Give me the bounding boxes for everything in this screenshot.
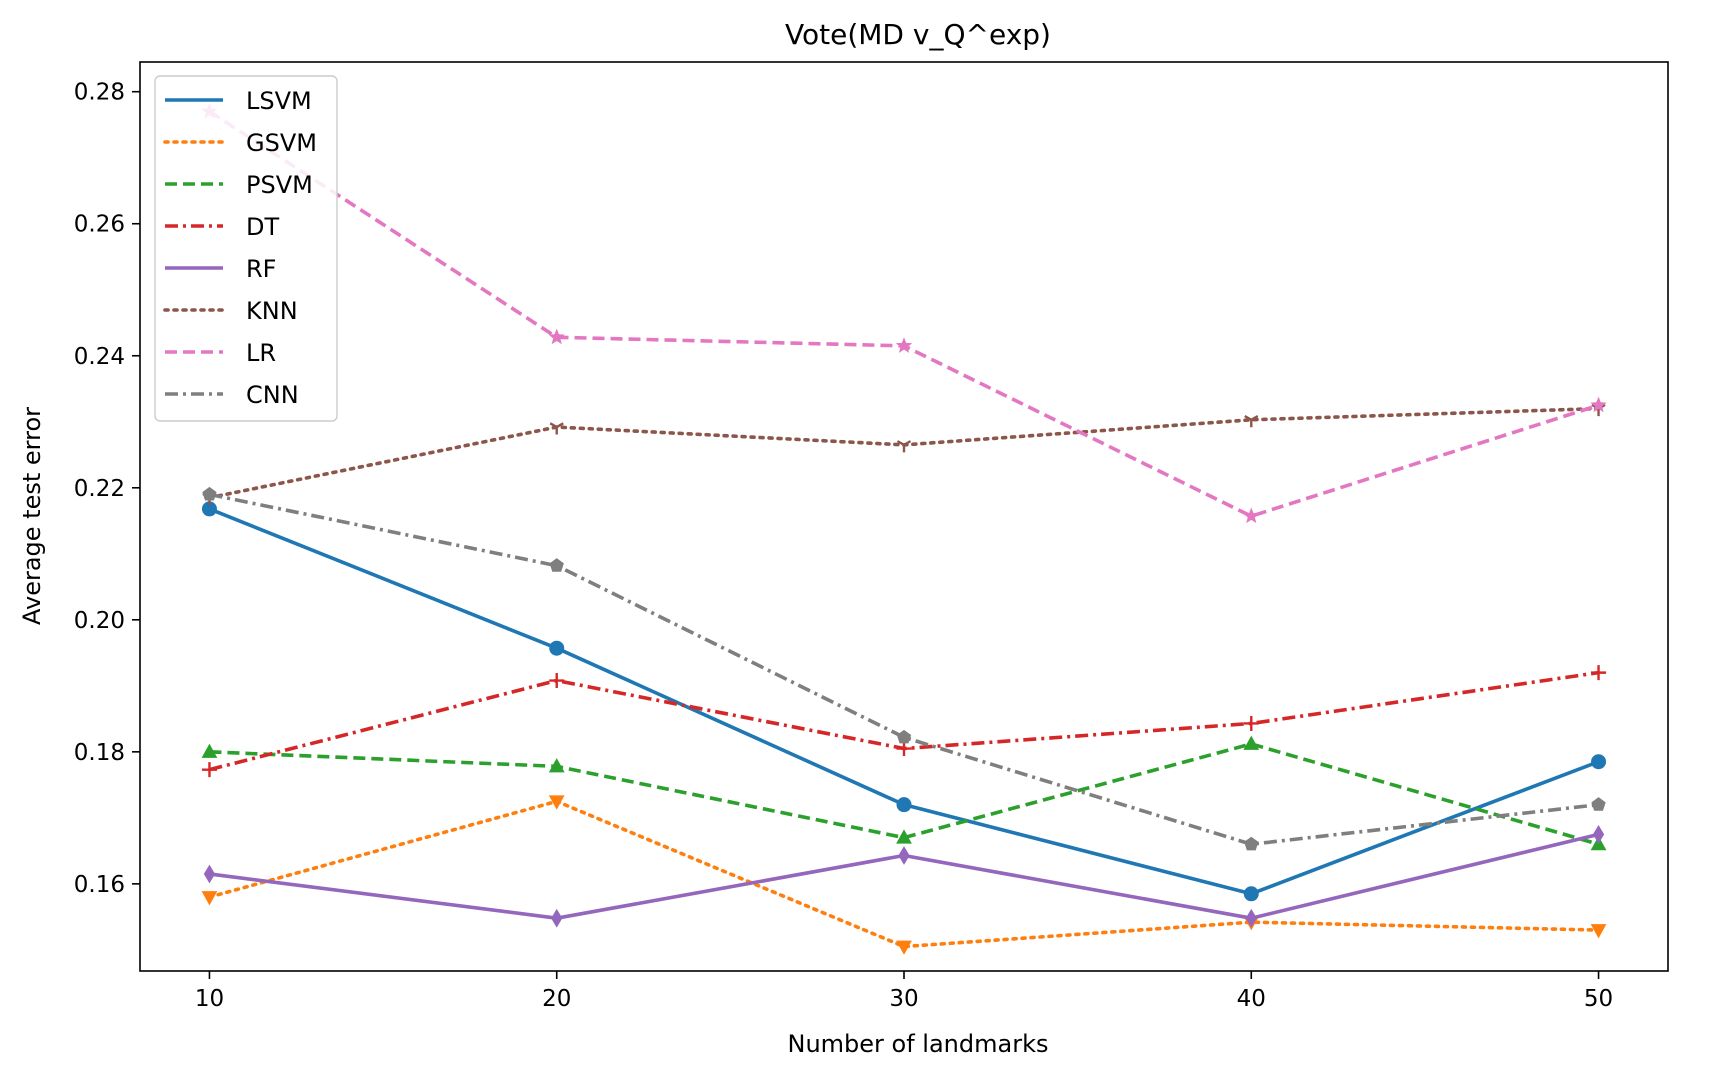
data-point-psvm-10 [201,743,218,758]
data-point-rf-40 [1245,908,1257,928]
legend-item-rf: RF [165,255,276,283]
series-line-knn [207,406,1601,500]
legend-label-knn: KNN [246,297,298,325]
data-point-gsvm-20 [548,795,565,810]
legend-item-lsvm: LSVM [165,87,312,115]
data-point-cnn-30 [896,729,912,744]
data-point-dt-50 [1591,665,1607,681]
data-point-knn-20 [549,422,564,435]
series-psvm [201,735,1607,851]
y-tick-label: 0.22 [74,476,125,502]
series-lr [201,102,1607,524]
data-point-knn-40 [1244,415,1259,428]
legend-item-knn: KNN [163,297,298,325]
y-axis-label: Average test error [18,407,46,625]
legend-label-dt: DT [246,213,279,241]
series-line-cnn [209,492,1599,847]
x-tick-label: 40 [1237,986,1266,1012]
data-point-gsvm-10 [201,891,218,906]
y-tick-label: 0.24 [74,344,125,370]
series-cnn [202,486,1606,851]
data-point-lsvm-40 [1243,886,1259,902]
data-point-lsvm-10 [201,501,217,517]
data-point-rf-30 [898,846,910,865]
x-axis-label: Number of landmarks [788,1030,1049,1058]
series-line-psvm [209,742,1600,846]
legend-item-psvm: PSVM [165,171,313,199]
x-tick-label: 10 [195,986,224,1012]
data-point-lsvm-30 [896,797,912,813]
data-point-cnn-40 [1244,836,1259,851]
data-point-psvm-30 [896,829,912,844]
y-tick-label: 0.26 [74,212,125,238]
plot-area [201,102,1607,955]
data-point-dt-30 [896,741,912,757]
data-point-cnn-20 [549,558,564,572]
legend-item-lr: LR [165,339,276,367]
data-point-rf-20 [551,908,563,928]
data-point-lr-50 [1590,396,1607,413]
x-tick-label: 20 [542,986,571,1012]
legend-label-psvm: PSVM [246,171,313,199]
series-line-lr [208,110,1600,518]
series-lsvm [201,501,1607,902]
legend-label-gsvm: GSVM [246,129,317,157]
data-point-gsvm-50 [1590,924,1607,939]
legend-box [154,75,338,422]
x-tick-label: 50 [1584,986,1613,1012]
legend-label-rf: RF [246,255,276,283]
series-line-gsvm [207,799,1601,949]
legend-item-gsvm: GSVM [163,129,317,157]
legend-item-cnn: CNN [165,381,299,409]
y-tick-label: 0.18 [74,740,125,766]
axes: 10 20 30 40 50 0.16 0.18 0.20 0.22 0.24 0.26 0.28 [74,80,1613,1012]
legend-label-lr: LR [246,339,276,367]
data-point-psvm-20 [548,758,565,773]
data-point-lr-40 [1243,507,1260,524]
data-point-psvm-40 [1243,735,1260,750]
legend-item-dt: DT [165,213,279,241]
y-tick-label: 0.16 [74,872,125,898]
data-point-rf-50 [1592,824,1605,844]
data-point-cnn-10 [202,486,217,501]
x-tick-label: 30 [889,986,918,1012]
y-tick-label: 0.28 [74,80,125,106]
data-point-rf-10 [203,864,216,884]
data-point-lr-30 [895,337,913,353]
data-point-lsvm-50 [1591,754,1607,770]
chart-title: Vote(MD v_Q^exp) [785,18,1051,51]
legend: LSVM GSVM PSVM DT RF KNN LR CNN [154,75,338,422]
series-gsvm [201,795,1607,955]
legend-label-cnn: CNN [246,381,299,409]
data-point-lr-20 [548,328,565,345]
data-point-dt-10 [201,762,217,778]
data-point-cnn-50 [1591,797,1606,811]
data-point-dt-40 [1243,715,1259,731]
series-knn [202,403,1606,506]
data-point-gsvm-30 [896,940,912,955]
series-rf [203,824,1605,928]
legend-label-lsvm: LSVM [246,87,312,115]
data-point-lsvm-20 [549,640,565,656]
series-dt [201,665,1607,778]
y-tick-label: 0.20 [74,608,125,634]
data-point-dt-20 [549,673,565,689]
data-point-knn-30 [896,440,912,453]
